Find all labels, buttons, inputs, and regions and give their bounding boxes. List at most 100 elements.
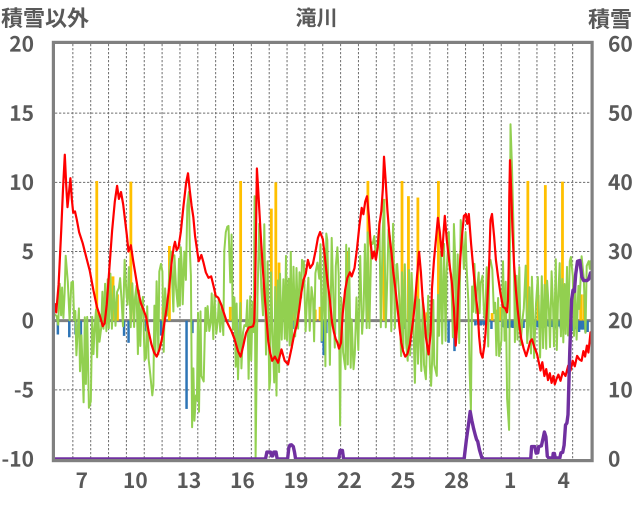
negative-blue-bars-bar: [579, 320, 583, 330]
glyph: [22, 105, 33, 122]
glyph: [350, 472, 361, 488]
x-tick-label: [557, 472, 570, 488]
right-tick-label: [609, 381, 632, 398]
precip-orange-bars-bar: [407, 196, 410, 321]
glyph: [24, 8, 44, 29]
precip-orange-bars-bar: [400, 180, 404, 321]
glyph: [316, 8, 336, 28]
left-tick-label: [10, 174, 34, 191]
glyph: [621, 312, 632, 329]
negative-blue-bars-bar: [479, 320, 482, 326]
negative-blue-bars-bar: [507, 320, 510, 329]
negative-blue-bars-bar: [185, 320, 188, 409]
precip-orange-bars-bar: [579, 294, 583, 321]
glyph: [10, 174, 21, 190]
glyph: [588, 8, 610, 30]
negative-blue-bars-bar: [522, 320, 525, 328]
right-tick-label: [608, 450, 620, 467]
negative-blue-bars-bar: [322, 320, 325, 356]
glyph: [611, 9, 631, 30]
glyph: [189, 472, 201, 489]
glyph: [2, 459, 9, 462]
glyph: [10, 105, 21, 121]
precip-orange-bars-bar: [499, 306, 503, 321]
left-tick-label: [22, 243, 33, 260]
glyph: [557, 472, 570, 488]
negative-blue-bars-bar: [509, 320, 512, 328]
negative-blue-bars-bar: [511, 320, 515, 328]
negative-blue-bars-bar: [482, 320, 485, 325]
glyph: [337, 472, 349, 488]
glyph: [22, 381, 33, 398]
glyph: [136, 472, 147, 489]
glyph: [621, 104, 632, 122]
glyph: [22, 312, 34, 329]
glyph: [609, 381, 620, 398]
right-axis-label: [588, 8, 631, 30]
precip-orange-bars-bar: [318, 306, 322, 321]
left-tick-label: [14, 381, 33, 398]
plot-frame: [51, 40, 594, 463]
glyph: [296, 7, 316, 28]
glyph: [22, 35, 34, 52]
glyph: [403, 472, 415, 489]
glyph: [621, 381, 632, 398]
negative-blue-bars-bar: [586, 320, 589, 333]
glyph: [285, 472, 295, 488]
right-tick-label: [608, 104, 632, 122]
glyph: [621, 174, 632, 191]
precip-orange-bars-bar: [526, 180, 530, 321]
glyph: [124, 472, 134, 488]
negative-blue-bars-bar: [447, 320, 450, 343]
left-tick-label: [22, 312, 34, 329]
left-tick-label: [10, 105, 33, 122]
glyph: [609, 35, 620, 52]
precip-orange-bars-bar: [95, 180, 99, 321]
right-tick-label: [609, 35, 632, 52]
glyph: [608, 312, 620, 329]
snow-depth-purple: [53, 258, 593, 461]
negative-blue-bars-bar: [571, 320, 574, 332]
negative-blue-bars-bar: [68, 320, 71, 338]
x-tick-label: [231, 472, 254, 489]
glyph: [1, 7, 23, 29]
glyph: [608, 450, 620, 467]
glyph: [231, 472, 242, 488]
x-tick-label: [444, 472, 469, 489]
glyph: [22, 243, 33, 260]
precip-orange-bars-bar: [490, 313, 494, 321]
glyph: [391, 472, 403, 488]
glyph: [9, 35, 21, 52]
right-tick-label: [608, 243, 632, 260]
glyph: [457, 472, 469, 489]
glyph: [444, 472, 456, 488]
precip-orange-bars-bar: [239, 180, 243, 321]
glyph: [608, 105, 620, 122]
negative-blue-bars-bar: [122, 320, 126, 336]
x-tick-label: [505, 472, 516, 488]
precip-orange-bars-bar: [274, 182, 278, 321]
negative-blue-bars-bar: [79, 320, 83, 341]
negative-blue-bars-bar: [582, 320, 585, 330]
glyph: [505, 472, 516, 488]
precip-orange-bars-bar: [269, 208, 273, 321]
glyph: [621, 243, 632, 260]
left-axis-label: [1, 7, 89, 29]
green-jagged: [54, 123, 592, 459]
negative-blue-bars-bar: [536, 320, 539, 328]
right-tick-label: [608, 174, 632, 191]
glyph: [608, 174, 620, 190]
glyph: [10, 451, 21, 467]
negative-blue-bars-bar: [127, 320, 130, 343]
negative-blue-bars-bar: [577, 320, 581, 333]
negative-blue-bars-bar: [191, 320, 194, 334]
glyph: [608, 243, 620, 260]
glyph: [243, 472, 254, 489]
negative-blue-bars-bar: [490, 320, 493, 329]
x-tick-label: [337, 472, 361, 488]
precip-orange-bars-bar: [116, 294, 119, 321]
x-tick-label: [124, 472, 147, 489]
